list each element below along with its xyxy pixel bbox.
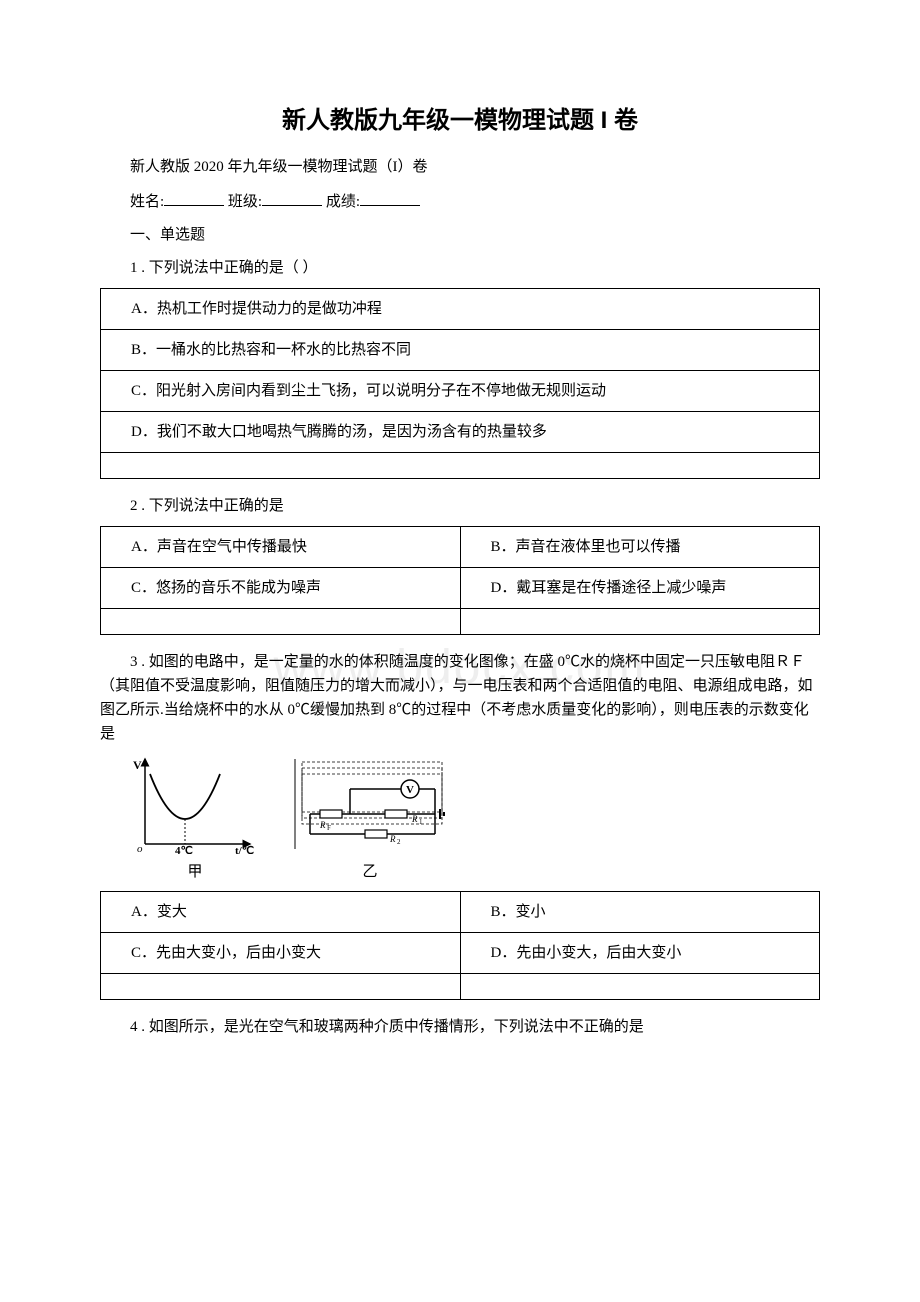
svg-text:1: 1	[419, 818, 423, 826]
q1-option-b: B．一桶水的比热容和一杯水的比热容不同	[101, 330, 820, 371]
q2-empty-2	[460, 609, 820, 635]
q3-empty-1	[101, 974, 461, 1000]
q2-stem: 2 . 下列说法中正确的是	[100, 494, 820, 518]
q3-fig-captions: 甲 乙	[130, 860, 820, 881]
q2-option-d: D．戴耳塞是在传播途径上减少噪声	[460, 568, 820, 609]
svg-text:R: R	[319, 820, 326, 830]
q3-options-table: A．变大 B．变小 C．先由大变小，后由小变大 D．先由小变大，后由大变小	[100, 891, 820, 1000]
section-heading: 一、单选题	[100, 223, 820, 244]
q3-chart-jia: V o 4℃ t/℃	[130, 754, 260, 854]
q1-options-table: A．热机工作时提供动力的是做功冲程 B．一桶水的比热容和一杯水的比热容不同 C．…	[100, 288, 820, 479]
q3-circuit-yi: V RF R1 R2	[290, 754, 450, 854]
q2-option-a: A．声音在空气中传播最快	[101, 527, 461, 568]
q3-caption-yi: 乙	[290, 860, 450, 881]
q3-option-c: C．先由大变小，后由小变大	[101, 933, 461, 974]
score-blank	[360, 188, 420, 206]
q1-option-c: C．阳光射入房间内看到尘土飞扬，可以说明分子在不停地做无规则运动	[101, 371, 820, 412]
q1-option-d: D．我们不敢大口地喝热气腾腾的汤，是因为汤含有的热量较多	[101, 412, 820, 453]
q3-option-a: A．变大	[101, 892, 461, 933]
q2-option-c: C．悠扬的音乐不能成为噪声	[101, 568, 461, 609]
svg-text:V: V	[133, 758, 142, 772]
name-blank	[164, 188, 224, 206]
svg-text:F: F	[327, 824, 331, 832]
name-label: 姓名:	[130, 194, 164, 210]
q2-option-b: B．声音在液体里也可以传播	[460, 527, 820, 568]
q4-stem: 4 . 如图所示，是光在空气和玻璃两种介质中传播情形，下列说法中不正确的是	[100, 1015, 820, 1039]
q3-stem: 3 . 如图的电路中，是一定量的水的体积随温度的变化图像；在盛 0℃水的烧杯中固…	[100, 650, 820, 746]
q3-figures: V o 4℃ t/℃ V RF R1 R2	[130, 754, 820, 854]
svg-text:R: R	[389, 834, 396, 844]
class-label: 班级:	[228, 194, 262, 210]
student-info-line: 姓名: 班级: 成绩:	[100, 188, 820, 211]
q1-empty-row	[101, 453, 820, 479]
q3-empty-2	[460, 974, 820, 1000]
subtitle: 新人教版 2020 年九年级一模物理试题（I）卷	[100, 155, 820, 176]
svg-text:V: V	[406, 784, 414, 796]
q3-caption-jia: 甲	[130, 860, 260, 881]
svg-text:t/℃: t/℃	[235, 845, 254, 854]
q1-option-a: A．热机工作时提供动力的是做功冲程	[101, 289, 820, 330]
score-label: 成绩:	[326, 194, 360, 210]
q1-stem: 1 . 下列说法中正确的是（ ）	[100, 256, 820, 280]
q3-option-b: B．变小	[460, 892, 820, 933]
svg-text:2: 2	[397, 838, 401, 846]
q2-options-table: A．声音在空气中传播最快 B．声音在液体里也可以传播 C．悠扬的音乐不能成为噪声…	[100, 526, 820, 635]
svg-text:R: R	[411, 814, 418, 824]
page-title: 新人教版九年级一模物理试题 I 卷	[100, 100, 820, 135]
svg-text:4℃: 4℃	[175, 845, 193, 854]
svg-text:o: o	[137, 843, 143, 854]
q2-empty-1	[101, 609, 461, 635]
q3-option-d: D．先由小变大，后由大变小	[460, 933, 820, 974]
class-blank	[262, 188, 322, 206]
